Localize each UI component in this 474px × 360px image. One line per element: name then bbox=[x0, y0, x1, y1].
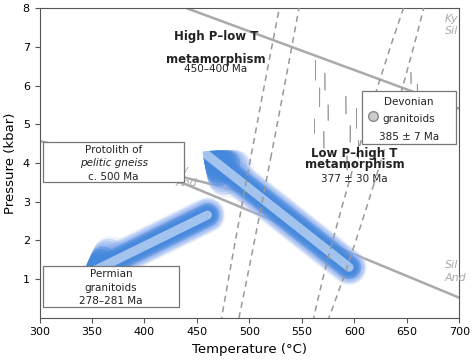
FancyArrowPatch shape bbox=[215, 161, 349, 267]
Text: pelitic gneiss: pelitic gneiss bbox=[80, 158, 147, 168]
FancyBboxPatch shape bbox=[43, 266, 179, 307]
Text: High P–low T: High P–low T bbox=[173, 30, 258, 43]
FancyArrowPatch shape bbox=[83, 215, 208, 279]
FancyArrowPatch shape bbox=[107, 215, 208, 267]
FancyArrowPatch shape bbox=[204, 152, 349, 267]
Text: granitoids: granitoids bbox=[84, 283, 137, 293]
FancyArrowPatch shape bbox=[88, 215, 208, 277]
FancyArrowPatch shape bbox=[208, 155, 349, 267]
Text: Sil: Sil bbox=[445, 260, 458, 270]
Text: metamorphism: metamorphism bbox=[166, 53, 265, 66]
FancyArrowPatch shape bbox=[86, 215, 208, 278]
FancyArrowPatch shape bbox=[224, 168, 349, 267]
Text: metamorphism: metamorphism bbox=[304, 158, 404, 171]
FancyArrowPatch shape bbox=[213, 159, 349, 267]
FancyBboxPatch shape bbox=[362, 91, 456, 144]
FancyArrowPatch shape bbox=[92, 215, 208, 275]
Text: granitoids: granitoids bbox=[383, 114, 435, 124]
Text: 450–400 Ma: 450–400 Ma bbox=[184, 64, 247, 74]
FancyArrowPatch shape bbox=[219, 164, 349, 267]
FancyArrowPatch shape bbox=[98, 215, 208, 272]
FancyArrowPatch shape bbox=[96, 215, 208, 273]
FancyArrowPatch shape bbox=[220, 165, 349, 267]
Text: Permian: Permian bbox=[90, 269, 132, 279]
FancyArrowPatch shape bbox=[217, 162, 349, 267]
Text: 385 ± 7 Ma: 385 ± 7 Ma bbox=[379, 131, 439, 141]
Text: Low P–high T: Low P–high T bbox=[311, 147, 398, 160]
Text: c. 500 Ma: c. 500 Ma bbox=[88, 172, 139, 182]
FancyArrowPatch shape bbox=[206, 154, 349, 267]
FancyArrowPatch shape bbox=[94, 215, 208, 274]
FancyArrowPatch shape bbox=[90, 215, 208, 276]
FancyArrowPatch shape bbox=[211, 158, 349, 267]
Text: Ky: Ky bbox=[176, 165, 190, 175]
Text: Devonian: Devonian bbox=[384, 97, 434, 107]
Text: And: And bbox=[445, 273, 466, 283]
Y-axis label: Pressure (kbar): Pressure (kbar) bbox=[4, 112, 17, 213]
Text: Sil: Sil bbox=[445, 26, 458, 36]
FancyArrowPatch shape bbox=[210, 157, 349, 267]
FancyBboxPatch shape bbox=[43, 141, 184, 182]
Text: And: And bbox=[176, 178, 198, 188]
X-axis label: Temperature (°C): Temperature (°C) bbox=[192, 343, 307, 356]
Text: 278–281 Ma: 278–281 Ma bbox=[79, 296, 143, 306]
FancyArrowPatch shape bbox=[100, 215, 208, 271]
Text: Protolith of: Protolith of bbox=[85, 145, 142, 155]
Text: 377 ± 30 Ma: 377 ± 30 Ma bbox=[321, 174, 388, 184]
FancyArrowPatch shape bbox=[104, 215, 208, 269]
FancyArrowPatch shape bbox=[102, 215, 208, 270]
Text: Ky: Ky bbox=[445, 14, 458, 24]
FancyArrowPatch shape bbox=[222, 167, 349, 267]
